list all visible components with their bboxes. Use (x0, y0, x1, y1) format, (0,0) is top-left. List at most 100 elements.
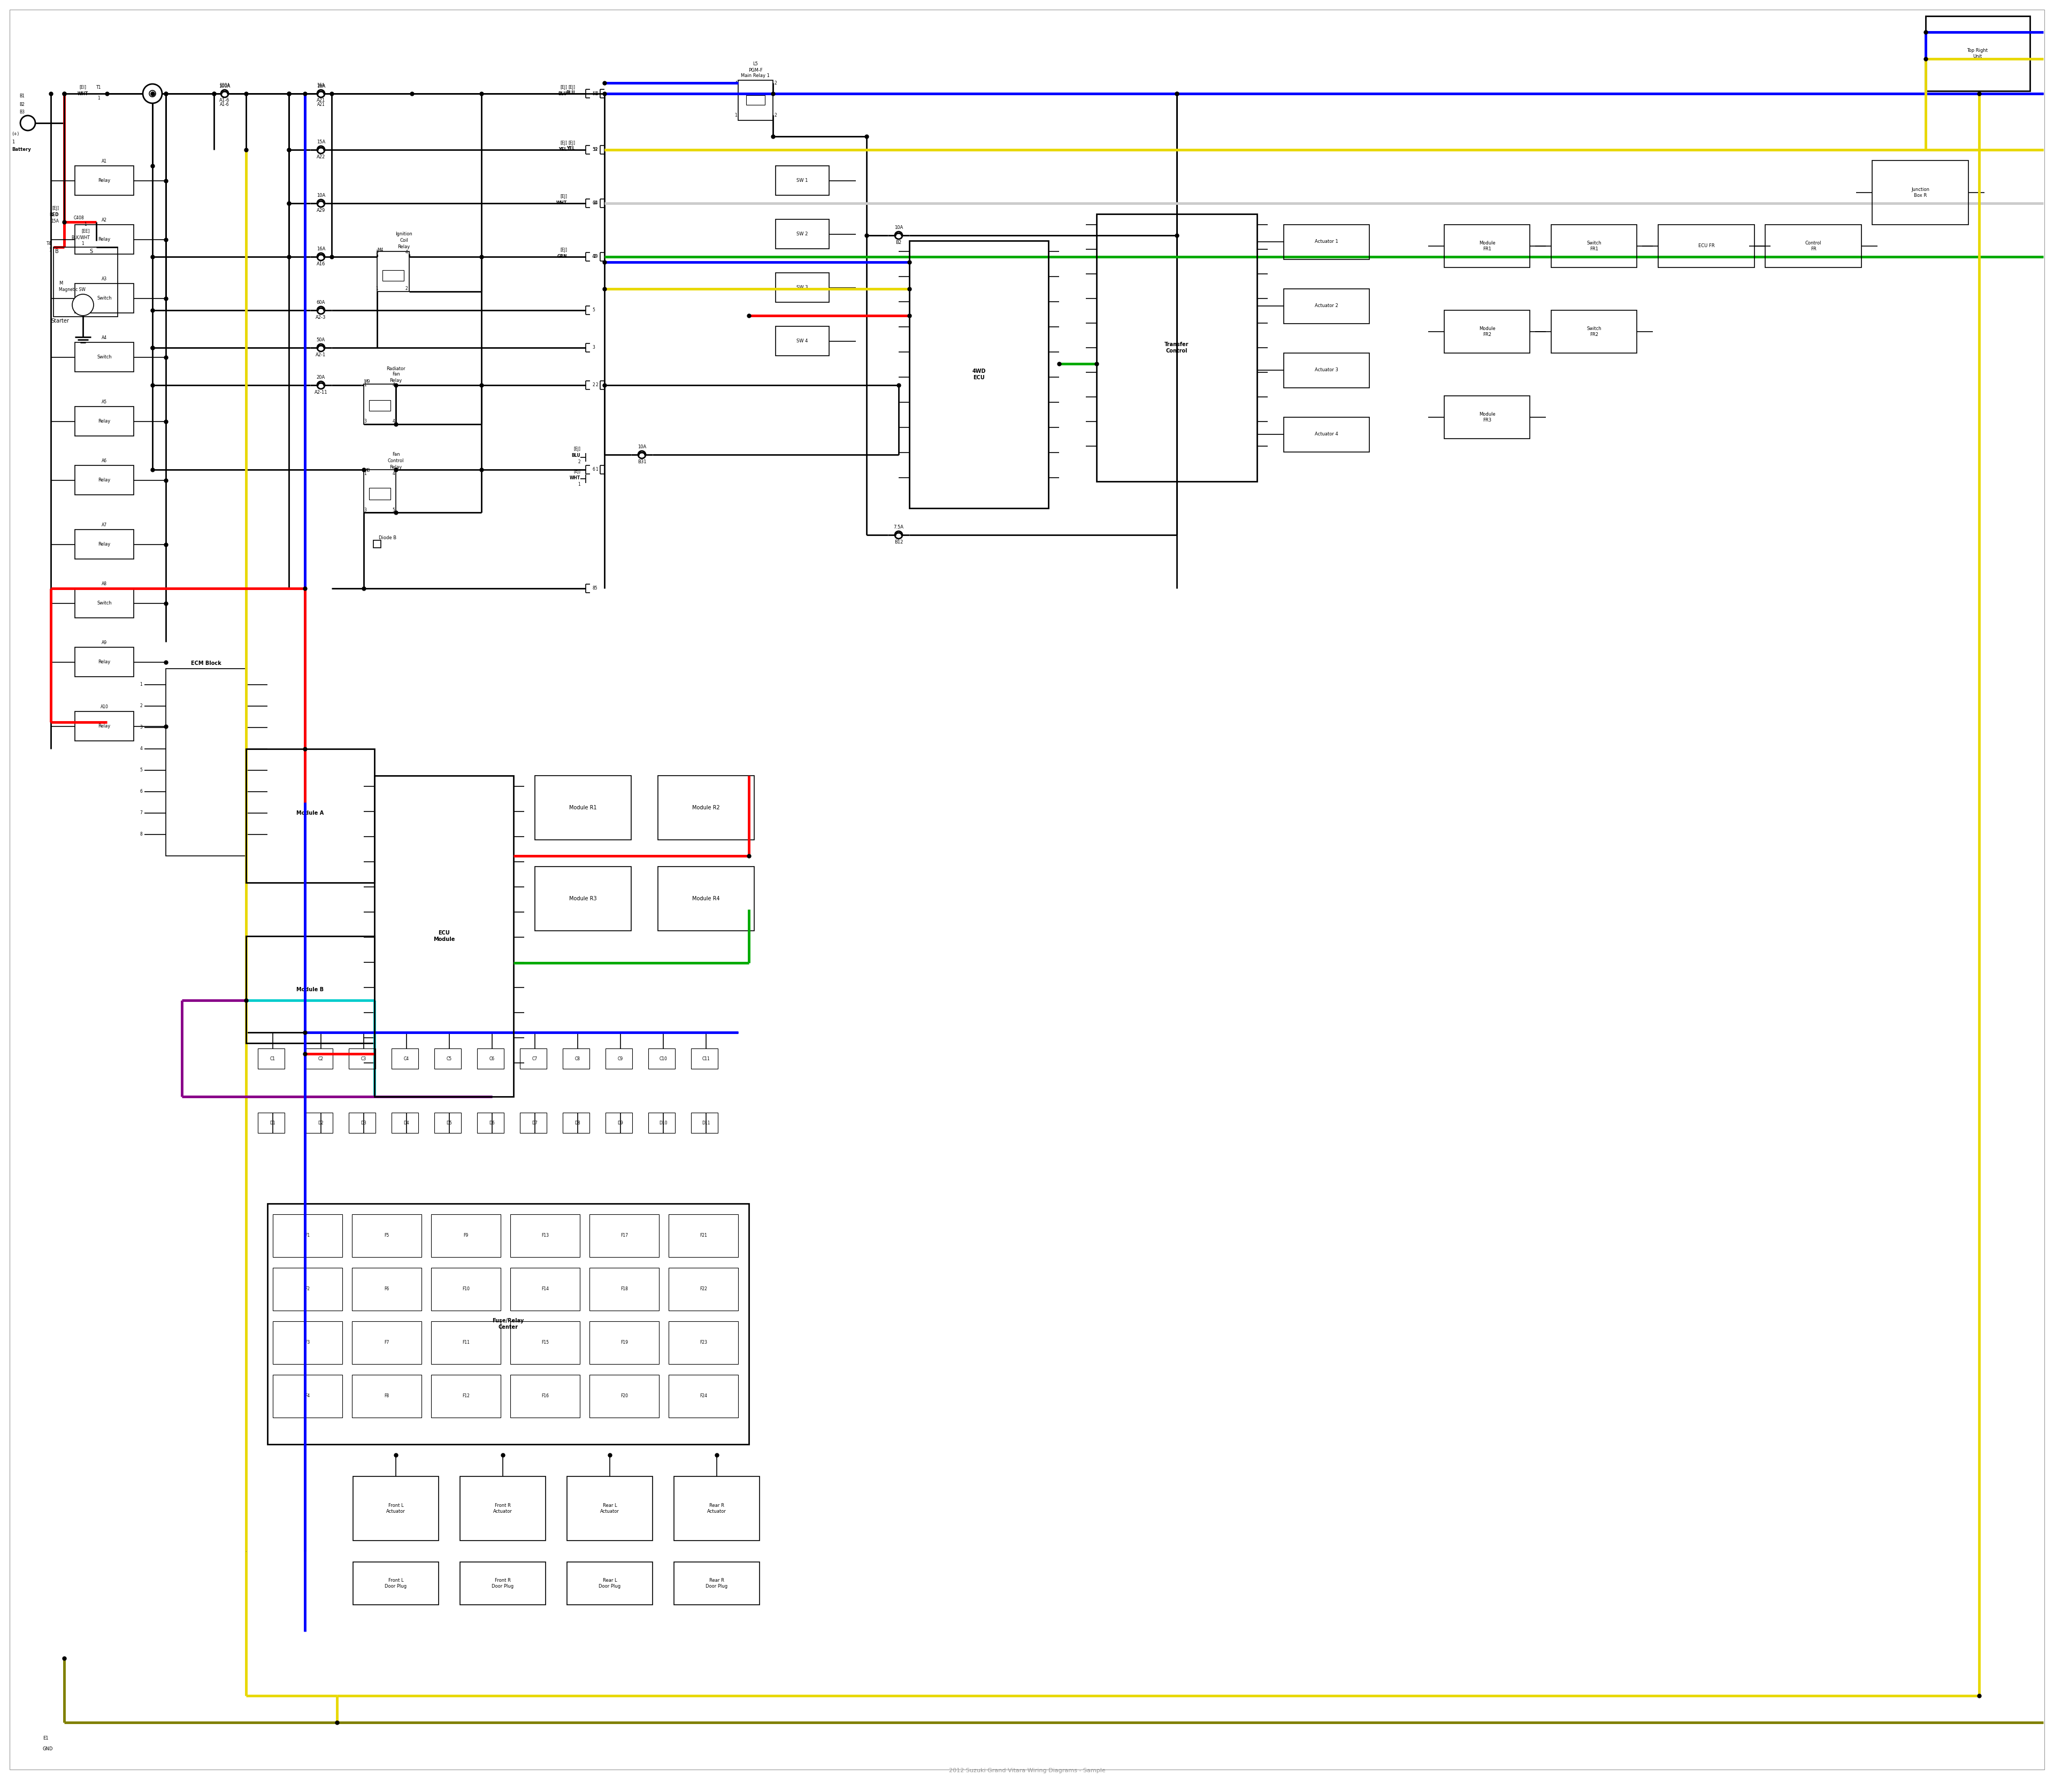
Text: Rear L
Actuator: Rear L Actuator (600, 1503, 620, 1514)
Text: A3: A3 (101, 276, 107, 281)
Text: C11: C11 (702, 1055, 711, 1061)
Text: 16A: 16A (316, 84, 325, 88)
Bar (74, 407, 134, 435)
Circle shape (316, 145, 325, 154)
Bar (460, 1563, 546, 1606)
Bar (1284, 418, 1370, 452)
Text: 7: 7 (140, 810, 142, 815)
Text: A6: A6 (101, 459, 107, 464)
Bar (74, 588, 134, 618)
Text: 16A: 16A (316, 82, 325, 88)
Bar (74, 283, 134, 314)
Bar (674, 1563, 760, 1606)
Bar (1551, 310, 1637, 353)
Text: Main Relay 1: Main Relay 1 (741, 73, 770, 79)
Text: A5: A5 (101, 400, 107, 405)
Bar (649, 1048, 676, 1068)
Circle shape (21, 115, 35, 131)
Text: Fuse/Relay
Center: Fuse/Relay Center (493, 1319, 524, 1330)
Bar (477, 1113, 503, 1133)
Text: B1: B1 (18, 93, 25, 99)
Text: 6: 6 (140, 788, 142, 794)
Text: Diode B: Diode B (378, 536, 396, 539)
Text: Relay: Relay (390, 378, 403, 383)
Text: BLU: BLU (567, 90, 575, 95)
Text: 5: 5 (140, 769, 142, 772)
Bar (433, 1113, 460, 1133)
Bar (306, 1113, 333, 1133)
Text: A1-6: A1-6 (220, 102, 230, 108)
Text: C1: C1 (271, 1055, 275, 1061)
Text: PGM-F: PGM-F (748, 68, 762, 73)
Text: F5: F5 (384, 1233, 388, 1238)
Bar (351, 1267, 421, 1310)
Text: SW 1: SW 1 (797, 179, 807, 183)
Text: F14: F14 (542, 1287, 548, 1292)
Bar (364, 383, 396, 425)
Text: F16: F16 (542, 1394, 548, 1398)
Text: (+): (+) (12, 131, 18, 136)
Bar (273, 1267, 343, 1310)
Text: A8: A8 (101, 582, 107, 586)
Text: SW 3: SW 3 (797, 285, 807, 290)
Bar (431, 1321, 501, 1364)
Text: F19: F19 (620, 1340, 629, 1346)
Text: Coil: Coil (401, 238, 409, 244)
Text: Module
FR3: Module FR3 (1479, 412, 1495, 423)
Text: 3: 3 (364, 507, 366, 513)
Text: 1: 1 (376, 287, 378, 292)
Text: 1: 1 (577, 482, 581, 487)
Circle shape (222, 90, 228, 97)
Bar (534, 776, 631, 840)
Bar (567, 1477, 653, 1541)
Text: 10A: 10A (316, 194, 325, 199)
Text: ECM Block: ECM Block (191, 661, 222, 667)
Text: Switch
FR1: Switch FR1 (1586, 240, 1602, 251)
Bar (1927, 16, 2029, 91)
Text: Switch
FR2: Switch FR2 (1586, 326, 1602, 337)
Text: C10: C10 (659, 1055, 668, 1061)
Text: T1: T1 (97, 84, 101, 90)
Text: Relay: Relay (99, 724, 111, 729)
Text: 1: 1 (12, 140, 14, 143)
Text: 4WD
ECU: 4WD ECU (972, 369, 986, 380)
Bar (606, 1048, 633, 1068)
Bar (649, 1113, 676, 1133)
Text: [EJ]: [EJ] (561, 84, 567, 90)
Text: F20: F20 (620, 1394, 629, 1398)
Bar (353, 1563, 440, 1606)
Text: D3: D3 (362, 1120, 366, 1125)
Bar (246, 935, 374, 1043)
Text: F8: F8 (384, 1394, 388, 1398)
Text: [EJ]: [EJ] (561, 247, 567, 253)
Text: C6: C6 (489, 1055, 495, 1061)
Bar (392, 1048, 419, 1068)
Text: 100A: 100A (220, 82, 230, 88)
Text: A2-3: A2-3 (316, 315, 327, 319)
Text: Relay: Relay (99, 177, 111, 183)
Bar (259, 1113, 286, 1133)
Text: Actuator 1: Actuator 1 (1315, 240, 1339, 244)
Text: M: M (60, 281, 64, 287)
Text: [EJ]: [EJ] (573, 446, 581, 452)
Text: A1-6: A1-6 (220, 99, 230, 102)
Bar (273, 1321, 343, 1364)
Text: D5: D5 (446, 1120, 452, 1125)
Text: Actuator 4: Actuator 4 (1315, 432, 1339, 437)
Text: Ignition: Ignition (394, 231, 413, 237)
Text: 50A: 50A (316, 339, 325, 342)
Text: Relay: Relay (99, 419, 111, 423)
Text: Control: Control (388, 459, 405, 464)
Bar (374, 776, 514, 1097)
Bar (1284, 224, 1370, 260)
Text: 1: 1 (596, 468, 598, 471)
Text: F10: F10 (462, 1287, 470, 1292)
Text: YEL: YEL (559, 147, 567, 152)
Text: Relay: Relay (99, 659, 111, 665)
Text: [EJ]: [EJ] (569, 142, 575, 145)
Text: B: B (55, 249, 58, 254)
Text: 1: 1 (735, 113, 737, 118)
Circle shape (144, 84, 162, 104)
Text: A21: A21 (316, 99, 325, 102)
Bar (370, 400, 390, 410)
